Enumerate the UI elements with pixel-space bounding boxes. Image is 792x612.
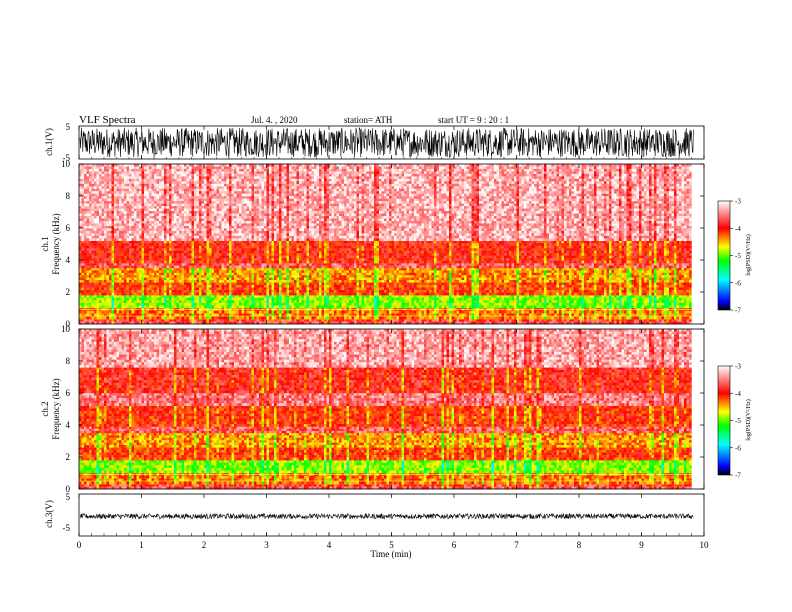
start-time-label: start UT = 9 : 20 : 1 xyxy=(438,115,509,125)
ch2-ytick-label: 2 xyxy=(66,452,71,462)
ch2-ytick-label: 6 xyxy=(66,388,71,398)
ch2-colorbar-label: log(PSD)(V²/Hz) xyxy=(745,399,752,440)
x-tick-label: 2 xyxy=(202,540,207,550)
ch2-spectrogram-band-6 xyxy=(79,406,692,427)
ch1-ytick-label: 8 xyxy=(66,191,71,201)
ch2-colorbar-gradient xyxy=(718,366,730,475)
x-tick-label: 4 xyxy=(327,540,332,550)
ch3-waveform-ytick-top: 5 xyxy=(66,492,71,502)
ch2-spectrogram-band-4 xyxy=(79,433,692,448)
ch2-spectrogram-band-8 xyxy=(79,367,692,393)
ch1-waveform-ytick-top: 5 xyxy=(66,122,71,132)
station-label: station= ATH xyxy=(344,115,393,125)
ch1-colorbar: -3 -4 -5 -6 -7 log(PSD)(V²/Hz) xyxy=(718,198,752,315)
ch2-spectrogram-image xyxy=(79,329,693,489)
colorbar-tick-label: -4 xyxy=(735,225,741,233)
ch1-spectrogram-band-2 xyxy=(79,295,692,308)
x-tick-label: 3 xyxy=(264,540,269,550)
colorbar-tick-label: -4 xyxy=(735,390,741,398)
ch1-spectrogram-band-4 xyxy=(79,268,692,283)
ch1-ytick-label: 6 xyxy=(66,223,71,233)
ch2-spectrogram-band-5 xyxy=(79,427,692,434)
ch1-spectrogram-ylabel-channel: ch.1 xyxy=(40,236,50,251)
ch2-spectrogram-ylabel-channel: ch.2 xyxy=(40,401,50,416)
ch1-ytick-label: 2 xyxy=(66,287,71,297)
colorbar-tick-label: -6 xyxy=(735,279,741,287)
ch1-spectrogram-band-5 xyxy=(79,263,692,268)
ch3-waveform-ytick-bottom: -5 xyxy=(63,523,71,533)
date-label: Jul. 4. , 2020 xyxy=(251,115,298,125)
x-axis-label: Time (min) xyxy=(371,549,412,559)
ch2-ytick-label: 4 xyxy=(66,420,71,430)
ch2-ytick-label: 10 xyxy=(61,324,71,334)
ch1-colorbar-label: log(PSD)(V²/Hz) xyxy=(745,234,752,275)
ch2-colorbar: -3 -4 -5 -6 -7 log(PSD)(V²/Hz) xyxy=(718,363,752,480)
ch2-spectrogram-band-9 xyxy=(79,329,692,368)
ch3-waveform-trace xyxy=(80,514,693,519)
ch1-colorbar-gradient xyxy=(718,201,730,310)
ch1-ytick-label: 10 xyxy=(61,159,71,169)
x-tick-label: 7 xyxy=(514,540,519,550)
ch2-ytick-label: 8 xyxy=(66,356,71,366)
colorbar-tick-label: -6 xyxy=(735,444,741,452)
ch1-spectrogram-band-6 xyxy=(79,241,692,264)
ch2-spectrogram-ylabel-frequency: Frequency (kHz) xyxy=(51,378,61,439)
ch1-spectrogram-band-0 xyxy=(79,319,692,324)
ch1-spectrogram-band-7 xyxy=(79,164,692,241)
chart-title: VLF Spectra xyxy=(79,114,136,126)
x-tick-label: 6 xyxy=(452,540,457,550)
ch2-spectrogram-band-7 xyxy=(79,393,692,406)
colorbar-tick-label: -7 xyxy=(735,472,741,480)
ch2-spectrogram-band-2 xyxy=(79,460,692,473)
ch1-spectrogram-band-3 xyxy=(79,282,692,295)
colorbar-tick-label: -5 xyxy=(735,417,741,425)
ch1-ytick-label: 4 xyxy=(66,255,71,265)
colorbar-tick-label: -7 xyxy=(735,307,741,315)
x-tick-label: 9 xyxy=(639,540,644,550)
ch1-waveform-trace xyxy=(80,128,693,158)
ch1-spectrogram-image xyxy=(79,164,693,324)
x-tick-label: 8 xyxy=(577,540,582,550)
ch1-waveform-panel: 5 -5 ch.1(V) xyxy=(44,122,704,163)
colorbar-tick-label: -5 xyxy=(735,252,741,260)
ch2-spectrogram-band-0 xyxy=(79,484,692,489)
x-tick-label: 0 xyxy=(77,540,82,550)
ch3-waveform-panel: 5 -5 ch.3(V) xyxy=(44,492,704,536)
colorbar-tick-label: -3 xyxy=(735,198,741,206)
x-tick-label: 1 xyxy=(139,540,144,550)
colorbar-tick-label: -3 xyxy=(735,363,741,371)
ch3-waveform-ylabel: ch.3(V) xyxy=(44,500,54,528)
ch2-spectrogram-band-3 xyxy=(79,447,692,460)
ch1-waveform-ylabel: ch.1(V) xyxy=(44,128,54,156)
ch1-spectrogram-ylabel-frequency: Frequency (kHz) xyxy=(51,213,61,274)
x-tick-label: 10 xyxy=(700,540,710,550)
